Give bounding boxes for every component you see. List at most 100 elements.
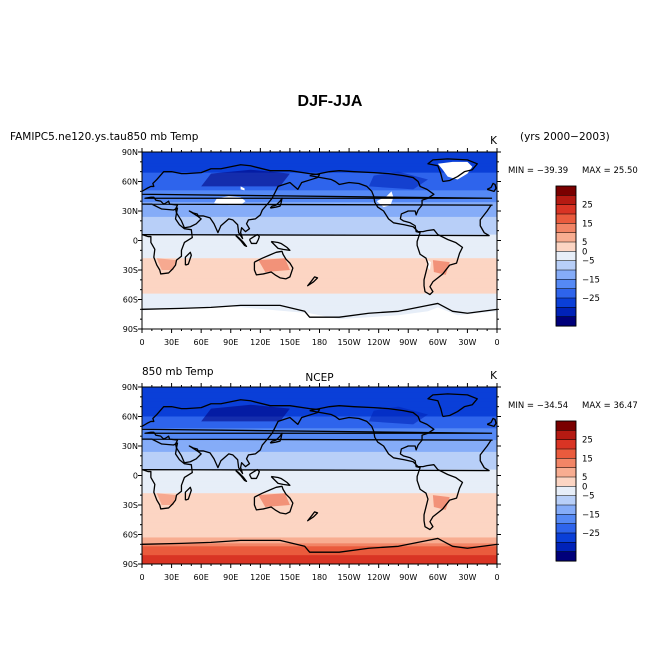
lon-tick-label: 0 [139, 338, 144, 347]
coastlines [142, 393, 497, 553]
temperature-band [142, 540, 497, 544]
colorbar-swatch [555, 430, 577, 441]
temperature-band [142, 519, 497, 524]
temperature-band [142, 434, 497, 438]
temperature-band [142, 181, 497, 186]
colorbar-label: −25 [582, 294, 600, 304]
colorbar-swatch [555, 504, 577, 515]
colorbar-swatch [555, 458, 577, 469]
temperature-band [142, 166, 497, 171]
colorbar-label: −25 [582, 529, 600, 539]
temperature-band [142, 561, 497, 564]
colorbar-swatch [555, 297, 577, 308]
temperature-band [142, 225, 497, 230]
temperature-band [142, 222, 497, 227]
coastline [248, 468, 260, 480]
figure-title: DJF-JJA [298, 93, 363, 110]
temperature-band [142, 184, 497, 188]
colorbar-swatch [555, 260, 577, 271]
lon-tick-label: 90W [399, 338, 417, 347]
coastline [253, 250, 294, 280]
min-label: MIN = −39.39 [508, 166, 568, 176]
temperature-band [142, 505, 497, 509]
colorbar-label: 15 [582, 454, 593, 464]
temperature-band [142, 513, 497, 518]
colorbar-swatch [555, 185, 577, 196]
colorbar-swatch [555, 316, 577, 327]
panel-units: K [490, 135, 498, 147]
colorbar-label: −15 [582, 510, 600, 520]
temperature-band [142, 213, 497, 218]
coastline [248, 233, 260, 245]
canada-cold-anomaly [368, 406, 428, 425]
lon-tick-label: 180 [312, 338, 327, 347]
colorbar-swatch [555, 532, 577, 543]
colorbar-swatch [555, 307, 577, 318]
temperature-band [142, 249, 497, 253]
coastline [269, 432, 283, 444]
temperature-band [142, 387, 497, 391]
colorbar-swatch [555, 279, 577, 290]
temperature-band [142, 267, 497, 271]
lat-axis: 90N 60N 30N 0 30S 60S 90S [122, 383, 501, 569]
coastline [184, 251, 192, 266]
colorbar-swatch [555, 232, 577, 243]
temperature-band [142, 255, 497, 259]
temperature-band [142, 446, 497, 450]
lon-tick-label: 90E [223, 338, 238, 347]
colorbar-swatch [555, 195, 577, 206]
lon-tick-label: 120E [250, 573, 270, 582]
missing-data-region [427, 260, 431, 270]
coastline [235, 235, 248, 248]
temperature-band [142, 528, 497, 533]
temperature-band [142, 243, 497, 247]
temperature-band [142, 252, 497, 256]
temperature-band [142, 466, 497, 471]
colorbar-label: −15 [582, 275, 600, 285]
temperature-band [142, 496, 497, 500]
lat-tick-label: 30S [123, 266, 138, 275]
colorbar-frame [555, 420, 577, 562]
colorbar-swatch [555, 486, 577, 497]
siberia-cold-anomaly [201, 404, 290, 422]
colorbar-label: 15 [582, 219, 593, 229]
temperature-band [142, 258, 497, 262]
lat-tick-label: 30N [122, 207, 138, 216]
lat-tick-label: 60S [123, 531, 138, 540]
temperature-band [142, 240, 497, 245]
coastline [235, 470, 248, 483]
temperature-band [142, 437, 497, 441]
temperature-band [142, 525, 497, 530]
colorbar-swatch [555, 420, 577, 431]
temperature-band [142, 199, 497, 203]
coastline [307, 511, 319, 522]
temperature-band [142, 275, 497, 280]
temperature-field [142, 387, 497, 564]
lon-tick-label: 30W [458, 573, 476, 582]
missing-data-region [240, 186, 245, 191]
temperature-band [142, 478, 497, 482]
southern-africa-warm-anomaly [156, 493, 177, 505]
lat-tick-label: 0 [133, 472, 138, 481]
lon-tick-label: 120W [367, 338, 390, 347]
temperature-band [142, 160, 497, 165]
temperature-band [142, 305, 497, 309]
lon-axis: 0 30E 60E 90E 120E 150E 180 150W 120W 90W 60W 30W 0 [139, 148, 500, 347]
temperature-band [142, 392, 497, 397]
colorbar-swatch [555, 551, 577, 562]
temperature-band [142, 308, 497, 312]
colorbar-swatch [555, 288, 577, 299]
temperature-field [142, 152, 497, 329]
temperature-band [142, 219, 497, 224]
colorbar-label: 0 [582, 482, 587, 492]
panel-units: K [490, 370, 498, 382]
siberia-cold-anomaly [201, 169, 290, 187]
temperature-band [142, 457, 497, 462]
colorbar-frame [555, 185, 577, 327]
temperature-band [142, 389, 497, 394]
lon-tick-label: 0 [494, 573, 499, 582]
coastline [307, 276, 319, 287]
colorbar-label: 25 [582, 436, 593, 446]
